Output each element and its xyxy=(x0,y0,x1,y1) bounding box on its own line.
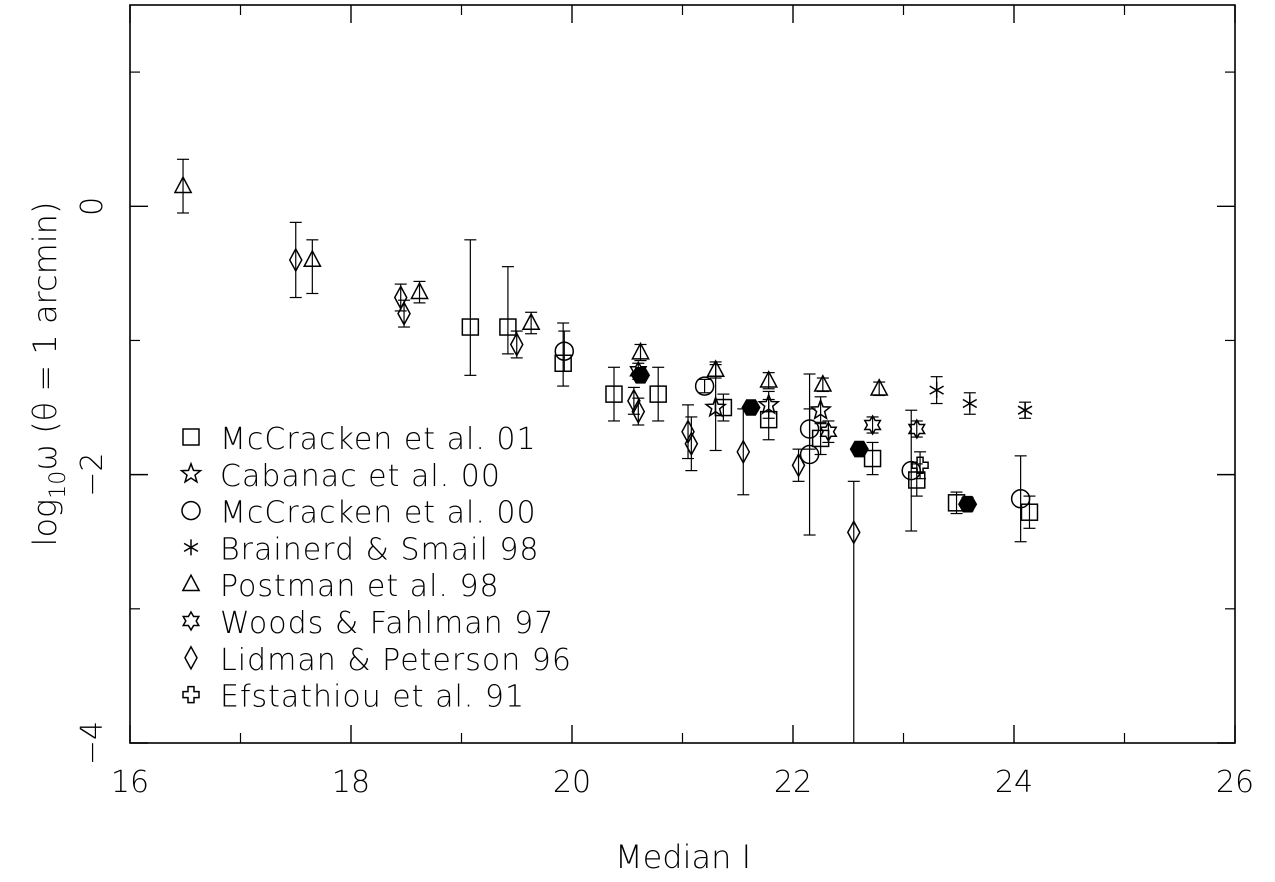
legend-label: Brainerd & Smail 98 xyxy=(220,532,540,567)
data-point xyxy=(554,341,575,361)
y-tick-label: −2 xyxy=(75,453,110,497)
data-point xyxy=(759,370,779,388)
legend-entry: McCracken et al. 01 xyxy=(182,422,537,457)
data-point xyxy=(630,367,651,384)
y-axis-title-rest: ω (θ = 1 arcmin) xyxy=(26,202,64,471)
data-point xyxy=(499,318,517,336)
data-point xyxy=(694,376,715,396)
data-point xyxy=(809,398,833,421)
legend-marker xyxy=(181,573,201,592)
x-tick-label: 24 xyxy=(995,765,1033,800)
series-unlabeled xyxy=(630,367,978,513)
data-point xyxy=(627,388,641,414)
data-point xyxy=(1017,402,1033,419)
legend-label: Woods & Fahlman 97 xyxy=(220,606,554,641)
data-point xyxy=(869,378,889,396)
legend-marker xyxy=(181,500,201,521)
x-tick-label: 16 xyxy=(111,765,149,800)
data-point xyxy=(819,421,838,443)
data-point xyxy=(736,439,751,465)
data-point xyxy=(631,341,650,360)
data-point xyxy=(302,249,322,267)
series-efstathiou-et-al-91 xyxy=(911,451,929,480)
data-point xyxy=(958,495,978,513)
series-postman-et-al-98 xyxy=(173,158,889,397)
data-point xyxy=(791,452,806,478)
legend-entry: Efstathiou et al. 91 xyxy=(182,680,525,715)
legend-label: Lidman & Peterson 96 xyxy=(220,643,572,678)
data-point xyxy=(849,440,869,458)
legend-entry: Brainerd & Smail 98 xyxy=(183,532,540,567)
data-point xyxy=(288,247,303,273)
data-point xyxy=(799,444,820,465)
data-point xyxy=(410,281,429,300)
legend-marker xyxy=(182,428,200,446)
data-point xyxy=(509,331,524,358)
legend-marker xyxy=(179,461,203,484)
y-axis-title-subscript: 10 xyxy=(46,471,71,499)
x-tick-label: 22 xyxy=(774,765,812,800)
data-point xyxy=(461,318,480,336)
legend-entry: Woods & Fahlman 97 xyxy=(181,606,554,641)
data-point xyxy=(1020,503,1039,521)
y-tick-label: −4 xyxy=(75,721,110,765)
data-point xyxy=(681,419,695,445)
series-lidman-peterson-96 xyxy=(288,221,861,743)
data-point xyxy=(846,519,861,545)
legend-label: Efstathiou et al. 91 xyxy=(220,680,525,715)
data-marks xyxy=(173,158,1039,743)
x-axis-title: Median I xyxy=(615,838,751,876)
data-point xyxy=(907,418,926,440)
data-point xyxy=(173,175,193,194)
data-point xyxy=(649,385,667,403)
data-point xyxy=(929,382,944,399)
data-point xyxy=(911,456,929,474)
data-point xyxy=(605,385,623,403)
legend-entry: Cabanac et al. 00 xyxy=(179,459,501,494)
legend-entry: Postman et al. 98 xyxy=(181,569,500,604)
legend-label: Postman et al. 98 xyxy=(220,569,500,604)
data-point xyxy=(863,414,882,436)
y-axis-title: log10ω (θ = 1 arcmin) xyxy=(26,202,71,547)
data-point xyxy=(863,449,882,468)
data-point xyxy=(1010,489,1031,509)
series-mccracken-et-al-00 xyxy=(554,330,1031,543)
data-point xyxy=(706,359,725,378)
data-point xyxy=(813,374,833,392)
data-point xyxy=(397,301,411,327)
data-point xyxy=(631,399,646,425)
legend-label: Cabanac et al. 00 xyxy=(220,459,501,494)
data-point xyxy=(684,431,699,457)
legend-entry: McCracken et al. 00 xyxy=(181,496,537,531)
axis-ticks xyxy=(129,5,1236,744)
x-tick-label: 20 xyxy=(553,765,591,800)
x-tick-label: 18 xyxy=(332,765,370,800)
data-point xyxy=(704,395,728,418)
data-point xyxy=(757,392,781,415)
series-mccracken-et-al-01 xyxy=(461,239,1039,529)
legend-marker xyxy=(182,685,200,704)
legend-label: McCracken et al. 00 xyxy=(220,496,537,531)
data-point xyxy=(962,395,978,412)
legend-marker xyxy=(184,645,198,671)
series-brainerd-smail-98 xyxy=(929,376,1033,419)
x-tick-label: 26 xyxy=(1216,765,1254,800)
series-cabanac-et-al-00 xyxy=(704,364,833,452)
data-point xyxy=(741,399,761,416)
y-axis-title-log: log xyxy=(26,499,64,547)
legend-entry: Lidman & Peterson 96 xyxy=(184,643,572,678)
legend-marker xyxy=(181,610,201,632)
legend-marker xyxy=(183,539,199,556)
tick-labels: 16 18 20 22 24 26 0 −2 −4 xyxy=(75,197,1254,800)
data-point xyxy=(521,312,541,331)
legend-label: McCracken et al. 01 xyxy=(220,422,537,457)
y-tick-label: 0 xyxy=(75,197,110,216)
